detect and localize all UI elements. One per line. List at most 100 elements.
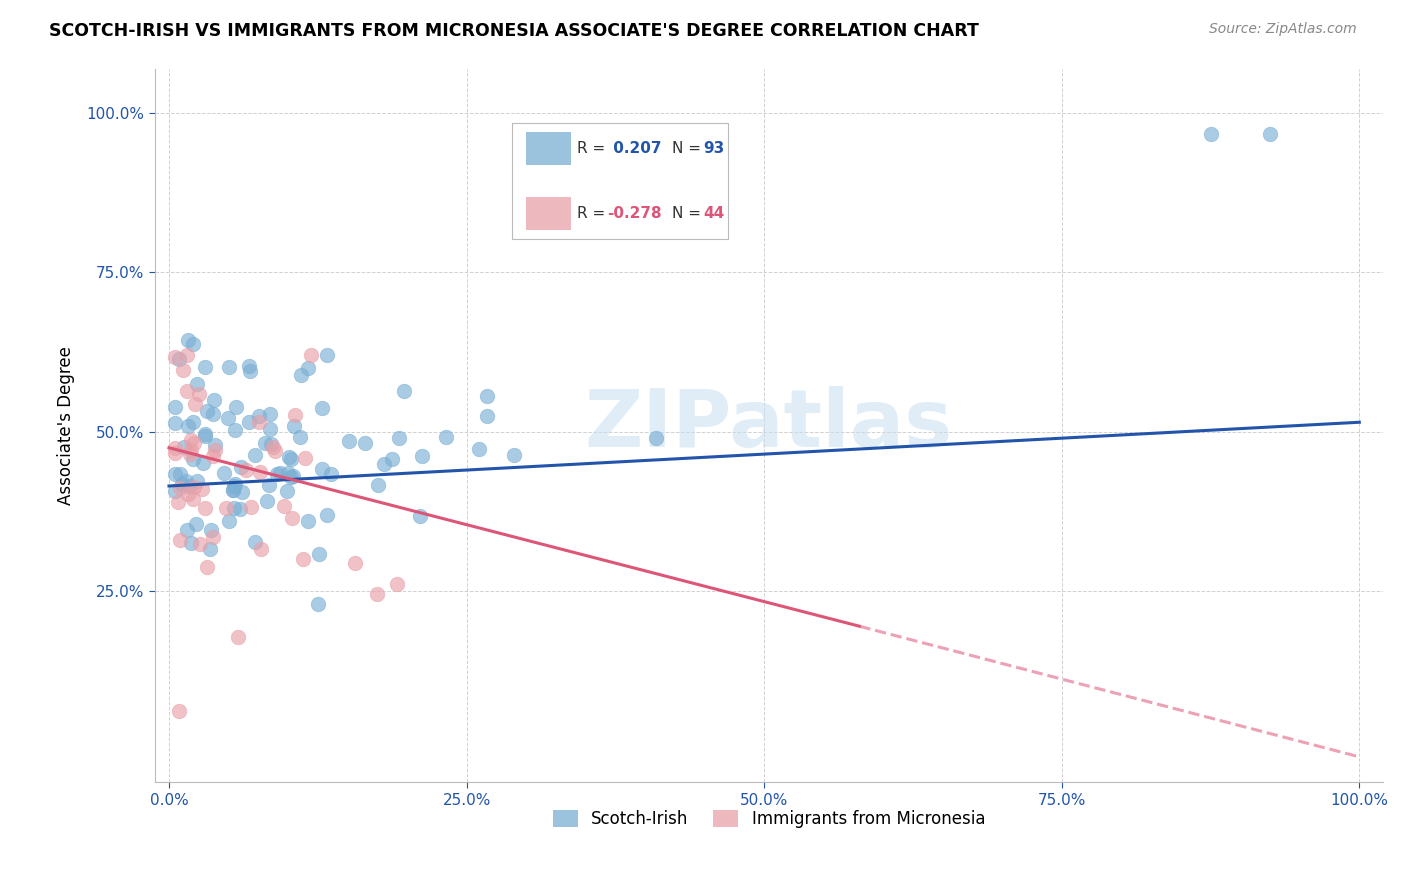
Point <box>167 352 190 367</box>
Point <box>231 485 253 500</box>
Point <box>188 386 211 401</box>
Point <box>281 511 304 525</box>
Text: SCOTCH-IRISH VS IMMIGRANTS FROM MICRONESIA ASSOCIATE'S DEGREE CORRELATION CHART: SCOTCH-IRISH VS IMMIGRANTS FROM MICRONES… <box>49 22 979 40</box>
Point <box>337 434 360 449</box>
Point <box>177 418 200 433</box>
Point <box>163 441 186 455</box>
Point <box>194 427 217 442</box>
Point <box>311 462 333 476</box>
Point <box>249 465 271 479</box>
Point <box>183 451 205 466</box>
Point <box>169 481 191 495</box>
Point <box>215 500 238 515</box>
Point <box>273 500 295 514</box>
Text: R =: R = <box>576 206 610 220</box>
Point <box>502 448 524 462</box>
Point <box>188 537 211 551</box>
Point <box>167 704 190 718</box>
Text: 93: 93 <box>703 141 724 156</box>
Point <box>316 347 339 361</box>
Point <box>183 436 205 450</box>
Point <box>1258 127 1281 141</box>
Point <box>278 450 301 465</box>
Legend: Scotch-Irish, Immigrants from Micronesia: Scotch-Irish, Immigrants from Micronesia <box>546 803 991 835</box>
Point <box>277 466 299 480</box>
Point <box>201 407 224 421</box>
Point <box>645 431 668 445</box>
Point <box>477 389 499 403</box>
Point <box>202 449 225 463</box>
Point <box>204 438 226 452</box>
Point <box>321 467 343 481</box>
Point <box>290 368 312 382</box>
Point <box>200 541 222 556</box>
Point <box>311 401 333 416</box>
Point <box>173 441 195 455</box>
Point <box>172 363 194 377</box>
Point <box>225 401 247 415</box>
Point <box>409 509 432 524</box>
Point <box>264 444 287 458</box>
Point <box>467 442 489 457</box>
Point <box>245 534 267 549</box>
Point <box>195 403 218 417</box>
Point <box>307 597 329 611</box>
Point <box>260 437 283 451</box>
Point <box>191 482 214 496</box>
Point <box>170 476 193 491</box>
Point <box>354 435 377 450</box>
Point <box>381 451 404 466</box>
Text: R =: R = <box>576 141 610 156</box>
Point <box>184 517 207 532</box>
Text: N =: N = <box>672 141 706 156</box>
Point <box>194 501 217 516</box>
Point <box>1199 127 1222 141</box>
Point <box>212 466 235 480</box>
Y-axis label: Associate's Degree: Associate's Degree <box>58 346 75 505</box>
Point <box>245 448 267 462</box>
Point <box>191 456 214 470</box>
Point <box>387 577 409 591</box>
Point <box>200 523 222 537</box>
Point <box>222 483 245 497</box>
Point <box>218 359 240 374</box>
Point <box>266 467 288 481</box>
Point <box>202 530 225 544</box>
Point <box>176 474 198 488</box>
Point <box>165 446 187 460</box>
Point <box>247 409 270 423</box>
Point <box>475 409 498 423</box>
Point <box>180 433 202 447</box>
Point <box>239 500 262 514</box>
Point <box>276 484 298 499</box>
Point <box>163 483 186 498</box>
Point <box>218 514 240 528</box>
Text: Source: ZipAtlas.com: Source: ZipAtlas.com <box>1209 22 1357 37</box>
Point <box>297 361 319 376</box>
Point <box>280 452 302 467</box>
Point <box>247 415 270 429</box>
Point <box>366 587 388 601</box>
Text: N =: N = <box>672 206 706 220</box>
Point <box>163 350 186 364</box>
Point <box>411 449 433 463</box>
Text: 0.207: 0.207 <box>607 141 661 156</box>
Point <box>238 415 260 429</box>
Point <box>180 442 202 457</box>
Point <box>249 542 271 557</box>
Point <box>373 457 395 471</box>
Point <box>294 451 316 466</box>
Point <box>169 467 191 481</box>
Point <box>224 477 246 491</box>
Point <box>262 441 284 455</box>
Point <box>238 359 260 373</box>
Point <box>181 492 204 507</box>
Point <box>434 430 457 444</box>
Point <box>204 442 226 457</box>
Point <box>176 334 198 348</box>
Point <box>257 478 280 492</box>
Text: -0.278: -0.278 <box>607 206 662 220</box>
Point <box>269 466 291 480</box>
Point <box>186 474 208 488</box>
Point <box>163 416 186 430</box>
